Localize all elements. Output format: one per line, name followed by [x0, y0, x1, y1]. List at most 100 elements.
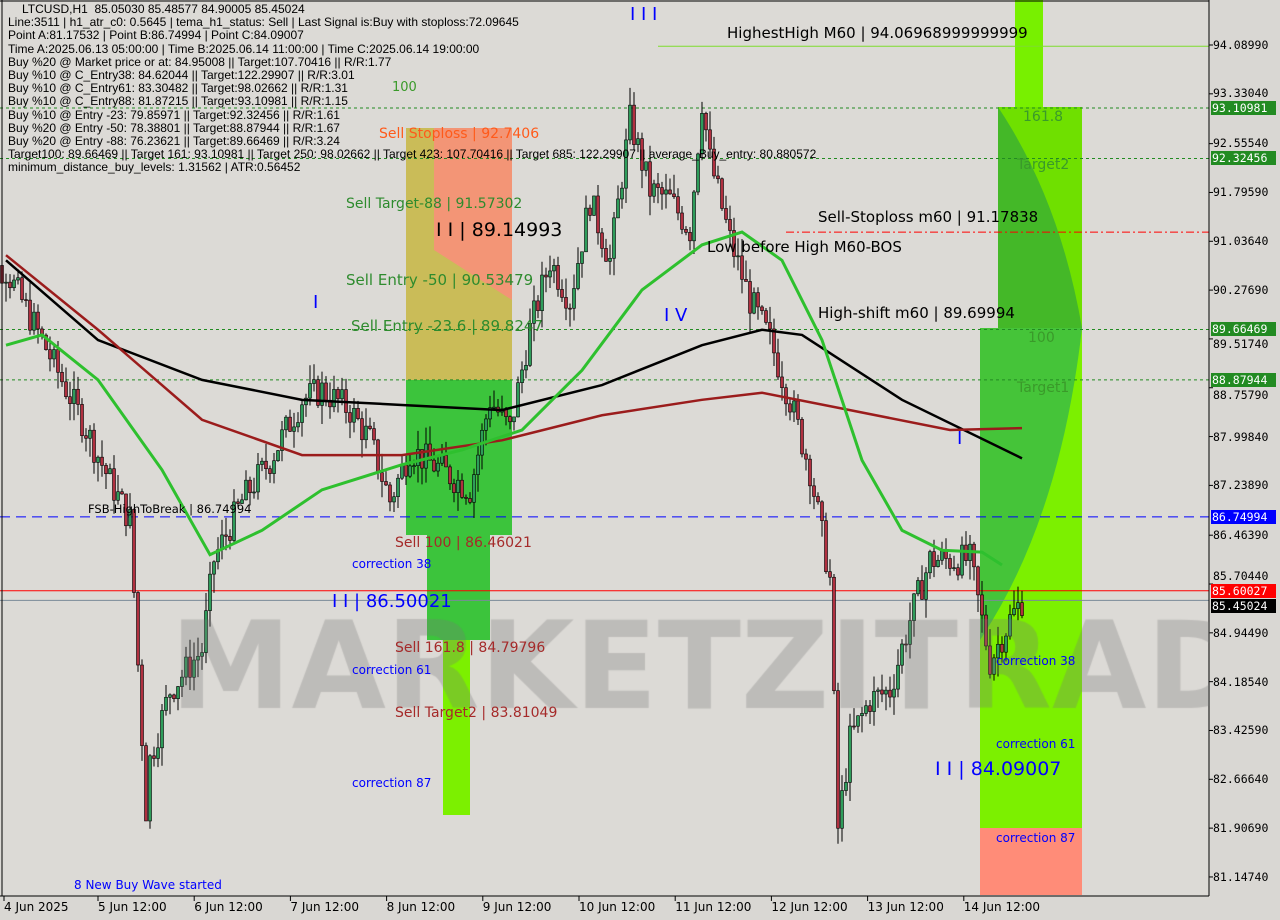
candle — [88, 429, 92, 439]
candle — [668, 189, 672, 195]
info-line: minimum_distance_buy_levels: 1.31562 | A… — [8, 160, 301, 175]
chart-label-corr61-l: correction 61 — [352, 663, 432, 677]
candle — [932, 551, 936, 567]
candle — [904, 643, 908, 646]
candle — [832, 576, 836, 691]
chart-label-fsb: FSB-HighToBreak | 86.74994 — [88, 502, 252, 516]
price-tick-label: 91.03640 — [1213, 234, 1269, 249]
candle — [340, 389, 344, 400]
candle — [924, 572, 928, 600]
candle — [1016, 602, 1020, 609]
candle — [804, 453, 808, 460]
candle — [516, 382, 520, 418]
candle — [256, 464, 260, 493]
price-tick-label: 82.66640 — [1213, 772, 1269, 787]
candle — [188, 656, 192, 678]
info-line: Time A:2025.06.13 05:00:00 | Time B:2025… — [8, 41, 480, 56]
price-tag: 89.66469 — [1211, 322, 1276, 337]
candle — [148, 755, 152, 822]
candle — [560, 289, 564, 298]
candle — [828, 571, 832, 578]
chart-label-r1618: 161.8 — [1023, 109, 1064, 125]
info-line: Buy %10 @ C_Entry88: 81.87215 || Target:… — [8, 94, 348, 109]
candle — [388, 484, 392, 503]
candle — [824, 520, 828, 572]
chart-label-r100: 100 — [1028, 330, 1055, 346]
candle — [96, 456, 100, 463]
candle — [112, 468, 116, 501]
candle — [348, 412, 352, 423]
candle — [544, 274, 548, 278]
candle — [876, 689, 880, 692]
candle — [676, 196, 680, 214]
candle — [564, 297, 568, 309]
candle — [580, 251, 584, 264]
candle — [864, 705, 868, 714]
candle — [352, 408, 356, 423]
candle — [224, 534, 228, 537]
candle — [972, 543, 976, 568]
candle — [688, 232, 692, 242]
candle — [436, 462, 440, 472]
time-tick-label: 8 Jun 12:00 — [386, 900, 456, 914]
candle — [464, 497, 468, 499]
candle — [976, 566, 980, 596]
chart-label-wave-i2: I — [957, 428, 963, 449]
candle — [692, 191, 696, 242]
candle — [652, 183, 656, 197]
candle — [768, 322, 772, 330]
candle — [208, 573, 212, 611]
candle — [396, 477, 400, 498]
time-tick-label: 7 Jun 12:00 — [290, 900, 359, 914]
price-tick-label: 93.33040 — [1213, 86, 1269, 100]
price-tag: 92.32456 — [1211, 151, 1276, 166]
candle — [52, 349, 56, 360]
candle — [460, 479, 464, 498]
chart-label-sell-target2: Sell Target2 | 83.81049 — [395, 705, 558, 721]
candle — [816, 496, 820, 503]
candle — [84, 435, 88, 439]
chart-label-sell-entry-50: Sell Entry -50 | 90.53479 — [346, 271, 534, 289]
candle — [1008, 614, 1012, 637]
chart-label-sell-stoploss-m60: Sell-Stoploss m60 | 91.17838 — [818, 208, 1039, 226]
candle — [672, 193, 676, 198]
candle — [776, 352, 780, 378]
candle — [60, 372, 64, 383]
candle — [472, 474, 476, 503]
candle — [424, 443, 428, 469]
candle — [1000, 643, 1004, 653]
candle — [64, 381, 68, 398]
candle — [272, 460, 276, 474]
candle — [292, 426, 296, 432]
chart-label-corr87-l: correction 87 — [352, 776, 432, 790]
time-tick-label: 5 Jun 12:00 — [98, 900, 167, 914]
candle — [116, 491, 120, 501]
candle — [16, 277, 20, 281]
candle — [844, 782, 848, 791]
candle — [780, 376, 784, 388]
candle — [540, 274, 544, 312]
time-tick-label: 9 Jun 12:00 — [482, 900, 552, 914]
candle — [244, 479, 248, 501]
candle — [176, 686, 180, 700]
candle — [884, 689, 888, 695]
candle — [796, 400, 800, 420]
info-lines: Line:3511 | h1_atr_c0: 0.5645 | tema_h1_… — [8, 16, 816, 175]
candle — [368, 425, 372, 429]
candle — [856, 715, 860, 727]
candle — [132, 509, 136, 593]
candle — [556, 265, 560, 290]
candle — [452, 483, 456, 493]
candle — [248, 479, 252, 494]
candle — [28, 299, 32, 331]
candle — [136, 592, 140, 666]
price-tick-label: 91.79590 — [1213, 185, 1269, 200]
candle — [956, 567, 960, 576]
candle — [308, 383, 312, 399]
candle — [36, 311, 40, 330]
candle — [944, 551, 948, 559]
candle — [156, 747, 160, 759]
candle — [584, 207, 588, 253]
candle — [612, 217, 616, 259]
candle — [748, 281, 752, 314]
